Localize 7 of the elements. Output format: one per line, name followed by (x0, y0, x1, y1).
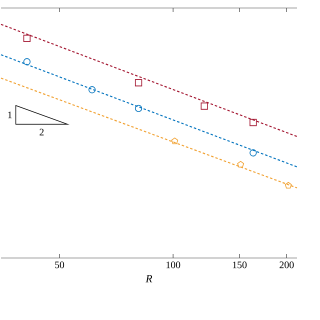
x-axis-title: R (146, 275, 152, 282)
x-tick-label: 50 (55, 262, 64, 268)
x-tick-label: 150 (232, 262, 247, 268)
x-tick-label: 200 (280, 262, 294, 268)
annotation: 1 (8, 112, 12, 118)
x-tick-label: 100 (166, 262, 180, 268)
annotation: 2 (40, 128, 44, 136)
